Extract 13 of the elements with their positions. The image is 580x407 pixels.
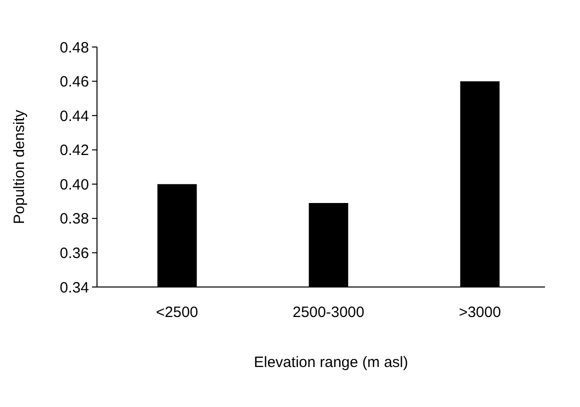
y-tick-label: 0.46 (60, 74, 89, 91)
y-tick-label: 0.44 (60, 108, 89, 125)
x-tick-label: <2500 (156, 304, 198, 321)
x-axis-title: Elevation range (m asl) (254, 354, 408, 371)
y-axis-title: Popultion density (11, 109, 28, 224)
y-tick-label: 0.40 (60, 176, 89, 194)
x-tick-label: 2500-3000 (292, 304, 364, 321)
y-tick-label: 0.36 (60, 244, 89, 262)
y-tick-label: 0.42 (60, 142, 89, 160)
y-tick-label: 0.34 (60, 279, 89, 296)
x-tick-label: >3000 (458, 304, 501, 321)
y-tick-label: 0.38 (60, 210, 89, 228)
y-tick-label: 0.48 (60, 39, 89, 56)
